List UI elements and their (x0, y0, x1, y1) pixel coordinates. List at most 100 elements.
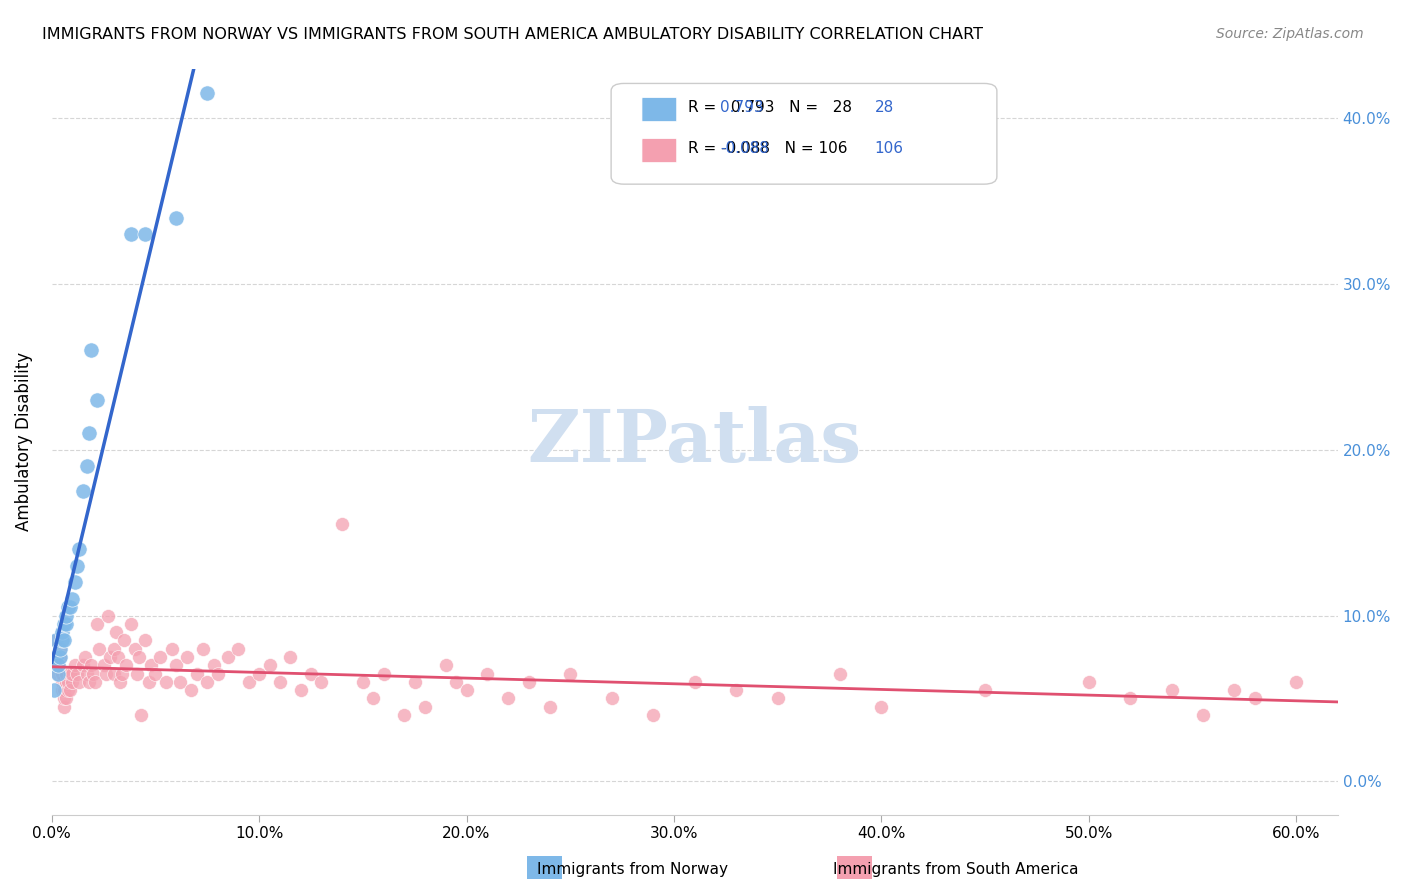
Point (311, 674, 333, 689)
Point (45, 650, 67, 665)
Point (45, 633, 67, 648)
Point (683, 674, 706, 689)
Point (62, 592, 84, 607)
Point (176, 650, 198, 665)
Point (413, 699, 436, 714)
Point (97, 608, 120, 623)
Text: 0.793: 0.793 (720, 100, 763, 115)
Point (444, 674, 467, 689)
Point (141, 658, 163, 673)
Point (55, 608, 77, 623)
Point (207, 666, 229, 681)
Point (138, 674, 160, 689)
Point (51, 625, 73, 640)
Point (120, 616, 142, 631)
Point (766, 691, 789, 706)
Point (58, 674, 80, 689)
Point (66, 666, 89, 681)
Point (1119, 691, 1142, 706)
Point (125, 666, 148, 681)
Point (66, 558, 89, 573)
Point (72, 658, 94, 673)
Point (53, 633, 76, 648)
Point (180, 683, 202, 698)
Point (361, 691, 384, 706)
Point (155, 674, 177, 689)
Point (55, 691, 77, 706)
Point (560, 666, 582, 681)
Text: Immigrants from South America: Immigrants from South America (834, 863, 1078, 877)
Point (59, 666, 82, 681)
Point (46, 658, 69, 673)
Point (51, 674, 73, 689)
Point (107, 650, 129, 665)
Point (58, 683, 80, 698)
Point (103, 666, 125, 681)
Point (51, 683, 73, 698)
Point (77, 674, 100, 689)
Point (53, 683, 76, 698)
FancyBboxPatch shape (612, 84, 997, 184)
Point (105, 625, 128, 640)
Point (45, 633, 67, 648)
Point (67, 542, 90, 557)
Point (870, 699, 893, 714)
Point (828, 666, 851, 681)
Point (1285, 674, 1308, 689)
Point (496, 691, 519, 706)
Point (67, 674, 90, 689)
Point (129, 708, 152, 723)
Point (299, 666, 322, 681)
Point (238, 674, 260, 689)
Point (195, 674, 218, 689)
Point (115, 658, 138, 673)
Point (46, 658, 69, 673)
Point (974, 683, 997, 698)
Point (259, 658, 281, 673)
Point (77, 426, 100, 441)
Point (98, 650, 121, 665)
Text: 106: 106 (875, 141, 904, 156)
Point (1077, 674, 1099, 689)
Point (643, 708, 665, 723)
Point (228, 641, 250, 656)
Point (124, 641, 146, 656)
Point (1191, 708, 1213, 723)
Point (42, 683, 65, 698)
Point (76, 666, 98, 681)
Point (49, 641, 72, 656)
Point (134, 227, 156, 242)
Point (456, 683, 478, 698)
Point (195, 87, 218, 101)
Point (165, 211, 187, 225)
Point (120, 227, 142, 242)
Point (53, 691, 76, 706)
Point (477, 666, 499, 681)
Point (84, 674, 107, 689)
Point (394, 708, 416, 723)
Point (112, 633, 135, 648)
Point (191, 641, 214, 656)
Point (82, 666, 104, 681)
Point (49, 650, 72, 665)
Point (434, 658, 457, 673)
Point (55, 674, 77, 689)
Point (290, 683, 312, 698)
Point (103, 641, 125, 656)
Point (160, 641, 183, 656)
Point (538, 699, 561, 714)
Point (165, 658, 187, 673)
Point (63, 658, 86, 673)
Text: 28: 28 (875, 100, 894, 115)
Point (1160, 683, 1182, 698)
Point (725, 683, 748, 698)
Text: R = -0.088   N = 106: R = -0.088 N = 106 (689, 141, 848, 156)
Point (149, 650, 172, 665)
Point (86, 393, 108, 408)
Text: R =   0.793   N =   28: R = 0.793 N = 28 (689, 100, 852, 115)
Text: Immigrants from Norway: Immigrants from Norway (537, 863, 728, 877)
Point (111, 666, 134, 681)
Point (72, 484, 94, 499)
Point (73, 650, 96, 665)
Point (93, 658, 115, 673)
